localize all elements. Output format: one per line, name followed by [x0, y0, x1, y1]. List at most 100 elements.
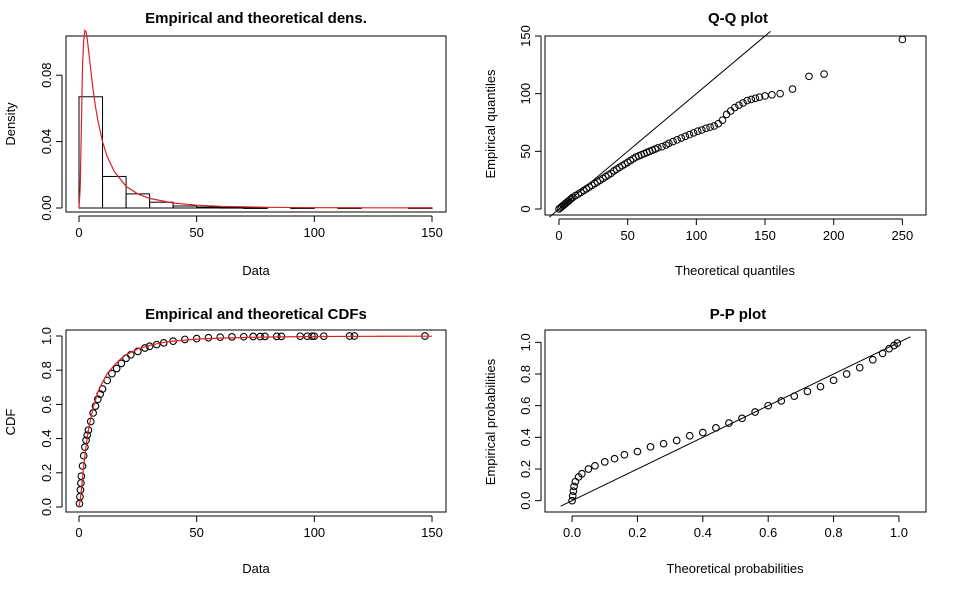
cdf-point: [81, 443, 89, 452]
pp-point: [790, 392, 799, 401]
qq-point: [747, 95, 756, 104]
qq-plot-title: Q-Q plot: [708, 10, 768, 27]
pp-point: [568, 492, 577, 500]
qq-plot-panel: Q-Q plot Theoretical quantiles Empirical…: [483, 10, 927, 278]
cdf-plot-x-tick-label: 0: [75, 525, 82, 540]
cdf-plot-marks: [75, 332, 433, 508]
pp-point: [568, 496, 576, 505]
density-plot-y-tick-label: 0.04: [39, 129, 54, 154]
qq-plot-x-tick-label: 250: [892, 228, 914, 243]
cdf-plot-axes: 0 50 100 150 0.0 0.2 0.4 0.6 0.8 1.0: [39, 327, 443, 540]
qq-plot-y-label: Empirical quantiles: [483, 69, 498, 179]
cdf-plot-y-tick-label: 0.8: [39, 361, 54, 379]
qq-point: [658, 142, 666, 151]
qq-point: [673, 136, 681, 144]
qq-point: [665, 139, 673, 148]
pp-plot-x-tick-label: 0.0: [563, 525, 581, 540]
pp-plot-x-tick-label: 0.6: [759, 525, 777, 540]
qq-point: [805, 72, 813, 81]
pp-plot-y-tick-label: 0.2: [518, 460, 533, 478]
cdf-point: [239, 332, 248, 341]
qq-plot-y-tick-label: 100: [518, 83, 533, 105]
density-plot-x-tick-label: 150: [421, 225, 443, 240]
cdf-plot-x-tick-label: 100: [303, 525, 325, 540]
qq-plot-x-tick-label: 50: [620, 228, 634, 243]
cdf-plot-y-label: CDF: [3, 409, 18, 436]
cdf-plot-frame: [65, 329, 447, 513]
pp-point: [829, 376, 838, 385]
pp-plot-y-tick-label: 0.4: [518, 428, 533, 446]
pp-plot-y-tick-label: 0.8: [518, 365, 533, 383]
cdf-plot-y-tick-label: 1.0: [39, 327, 54, 345]
pp-plot-title: P-P plot: [710, 306, 766, 323]
cdf-point: [112, 364, 121, 373]
qq-plot-marks: [549, 31, 907, 218]
cdf-plot-y-tick-label: 0.0: [39, 498, 54, 516]
qq-point: [768, 91, 776, 99]
qq-point: [698, 126, 706, 134]
pp-point: [659, 439, 668, 448]
qq-plot-x-tick-label: 150: [754, 228, 776, 243]
pp-point: [725, 419, 733, 427]
pp-point: [646, 442, 655, 451]
qq-point: [788, 85, 797, 93]
pp-point: [816, 382, 825, 391]
histogram-bar: [78, 96, 104, 209]
pp-plot-y-tick-label: 0.6: [518, 397, 533, 415]
density-plot-y-label: Density: [3, 102, 18, 146]
theoretical-density-line: [78, 28, 433, 209]
qq-plot-x-tick-label: 0: [555, 228, 562, 243]
pp-point: [751, 408, 759, 416]
cdf-point: [133, 347, 142, 356]
density-plot-y-tick-label: 0.08: [39, 63, 54, 88]
pp-point: [893, 339, 902, 347]
pp-point: [610, 454, 619, 463]
pp-point: [685, 431, 694, 440]
pp-point: [633, 447, 642, 456]
qq-plot-axes: 0 50 100 150 200 250 0 50 100 150: [518, 25, 913, 243]
qq-point: [735, 101, 743, 109]
pp-point: [698, 428, 707, 437]
pp-point: [620, 450, 629, 459]
histogram-bar: [172, 205, 198, 209]
pp-plot-x-tick-label: 0.2: [628, 525, 646, 540]
qq-point: [685, 130, 694, 139]
qq-plot-x-tick-label: 100: [686, 228, 708, 243]
qq-point: [739, 99, 747, 107]
qq-point: [726, 107, 735, 115]
pp-point: [878, 349, 887, 358]
pp-point: [855, 363, 864, 372]
qq-point: [751, 94, 760, 103]
cdf-plot-title: Empirical and theoretical CDFs: [145, 306, 367, 323]
pp-point: [777, 397, 786, 405]
cdf-plot-panel: Empirical and theoretical CDFs Data CDF …: [3, 306, 447, 576]
pp-point: [569, 487, 578, 496]
pp-point: [672, 436, 681, 445]
cdf-plot-y-tick-label: 0.4: [39, 430, 54, 448]
cdf-point: [261, 332, 269, 341]
qq-point: [743, 96, 751, 105]
cdf-point: [117, 359, 126, 368]
cdf-plot-y-tick-label: 0.6: [39, 395, 54, 413]
cdf-plot-x-label: Data: [242, 561, 270, 576]
qq-point: [755, 93, 764, 101]
qq-point: [677, 134, 686, 142]
qq-point: [681, 132, 690, 141]
cdf-point: [216, 333, 225, 342]
density-plot-frame: [65, 35, 447, 213]
pp-plot-x-tick-label: 1.0: [890, 525, 908, 540]
pp-point: [764, 401, 773, 410]
qq-point: [710, 122, 719, 130]
pp-plot-frame: [544, 329, 927, 513]
pp-plot-x-label: Theoretical probabilities: [666, 561, 804, 576]
qq-plot-y-tick-label: 0: [518, 205, 533, 212]
density-plot-x-tick-label: 50: [189, 225, 203, 240]
cdf-point: [126, 350, 135, 359]
qq-point: [898, 35, 907, 44]
histogram-bar: [219, 207, 245, 209]
qq-plot-y-tick-label: 50: [518, 144, 533, 158]
cdf-point: [78, 462, 87, 470]
pp-reference-line: [560, 336, 911, 507]
density-plot-title: Empirical and theoretical dens.: [145, 10, 367, 27]
